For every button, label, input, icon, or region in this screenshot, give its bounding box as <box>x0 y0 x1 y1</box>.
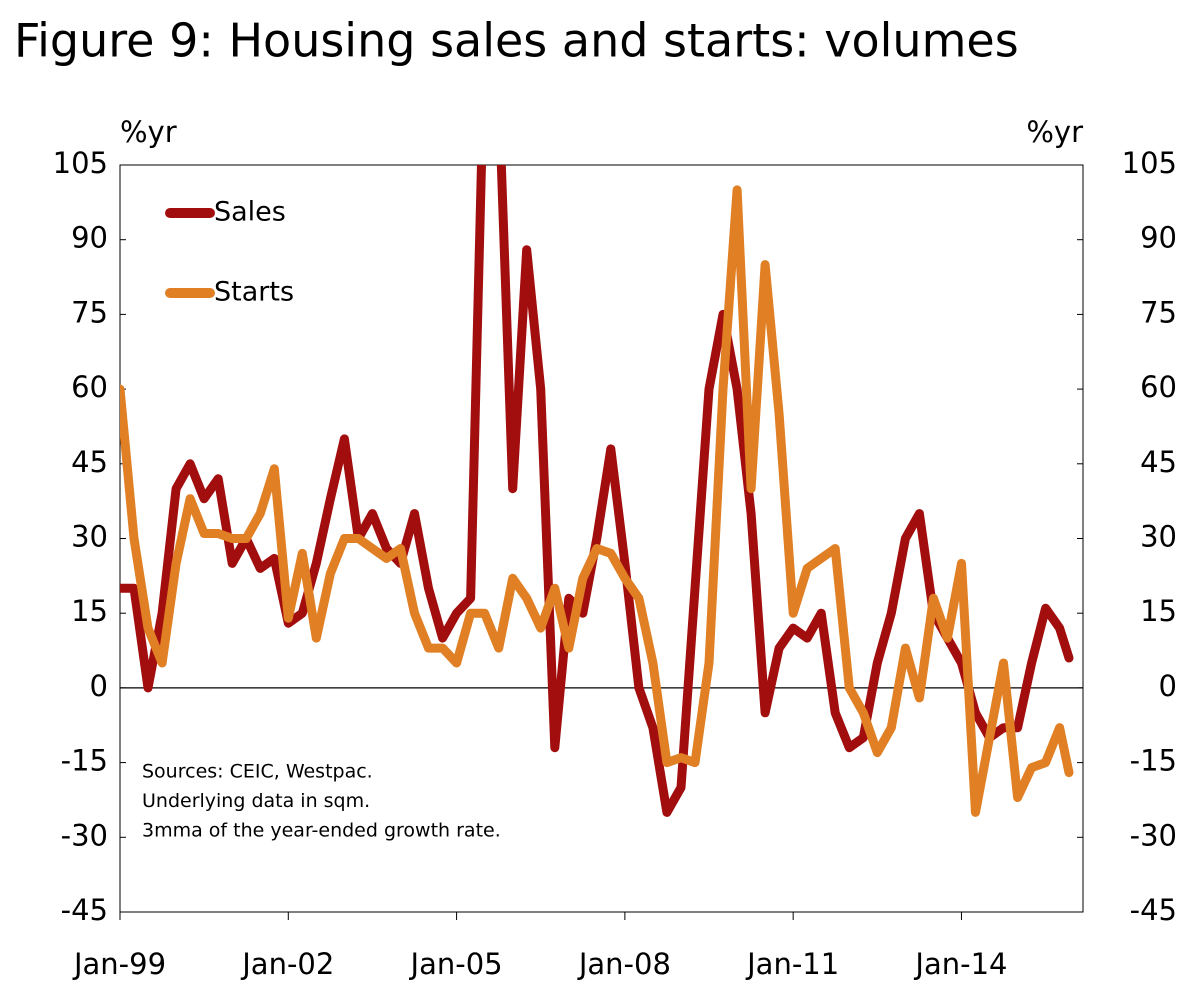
legend-label: Sales <box>214 197 286 228</box>
y2-tick-label: 30 <box>1140 520 1177 554</box>
y-tick-label: 105 <box>53 146 108 180</box>
y-tick-label: -45 <box>61 893 108 927</box>
y-tick-label: 45 <box>71 445 108 479</box>
y2-tick-label: 0 <box>1159 669 1177 703</box>
y-tick-label: 60 <box>71 370 108 404</box>
annotation: Sources: CEIC, Westpac. <box>142 761 373 783</box>
x-tick-label: Jan-02 <box>240 947 334 981</box>
series-line <box>120 165 1074 817</box>
y2-tick-label: -30 <box>1130 818 1177 852</box>
y-tick-label: 90 <box>71 221 108 255</box>
y2-tick-label: 105 <box>1122 146 1177 180</box>
y-tick-label: 75 <box>71 295 108 329</box>
series-line <box>120 185 1074 817</box>
y2-tick-label: -15 <box>1130 744 1177 778</box>
y-axis-unit: %yr <box>120 115 177 149</box>
annotation: 3mma of the year-ended growth rate. <box>142 820 501 842</box>
chart-title: Figure 9: Housing sales and starts: volu… <box>14 14 1019 68</box>
y2-tick-label: 60 <box>1140 370 1177 404</box>
x-tick-label: Jan-08 <box>577 947 671 981</box>
y2-tick-label: 75 <box>1140 295 1177 329</box>
y2-tick-label: 45 <box>1140 445 1177 479</box>
plot-area <box>120 165 1074 817</box>
y-tick-label: -30 <box>61 818 108 852</box>
y2-axis-unit: %yr <box>1026 115 1083 149</box>
x-tick-label: Jan-11 <box>745 947 839 981</box>
y-tick-label: 0 <box>90 669 108 703</box>
y2-tick-label: -45 <box>1130 893 1177 927</box>
x-tick-label: Jan-05 <box>409 947 503 981</box>
annotation: Underlying data in sqm. <box>142 790 370 812</box>
y2-tick-label: 15 <box>1140 594 1177 628</box>
y2-tick-label: 90 <box>1140 221 1177 255</box>
y-tick-label: 15 <box>71 594 108 628</box>
y-tick-label: -15 <box>61 744 108 778</box>
x-tick-label: Jan-14 <box>913 947 1007 981</box>
y-tick-label: 30 <box>71 520 108 554</box>
legend-label: Starts <box>214 277 294 308</box>
x-tick-label: Jan-99 <box>72 947 166 981</box>
